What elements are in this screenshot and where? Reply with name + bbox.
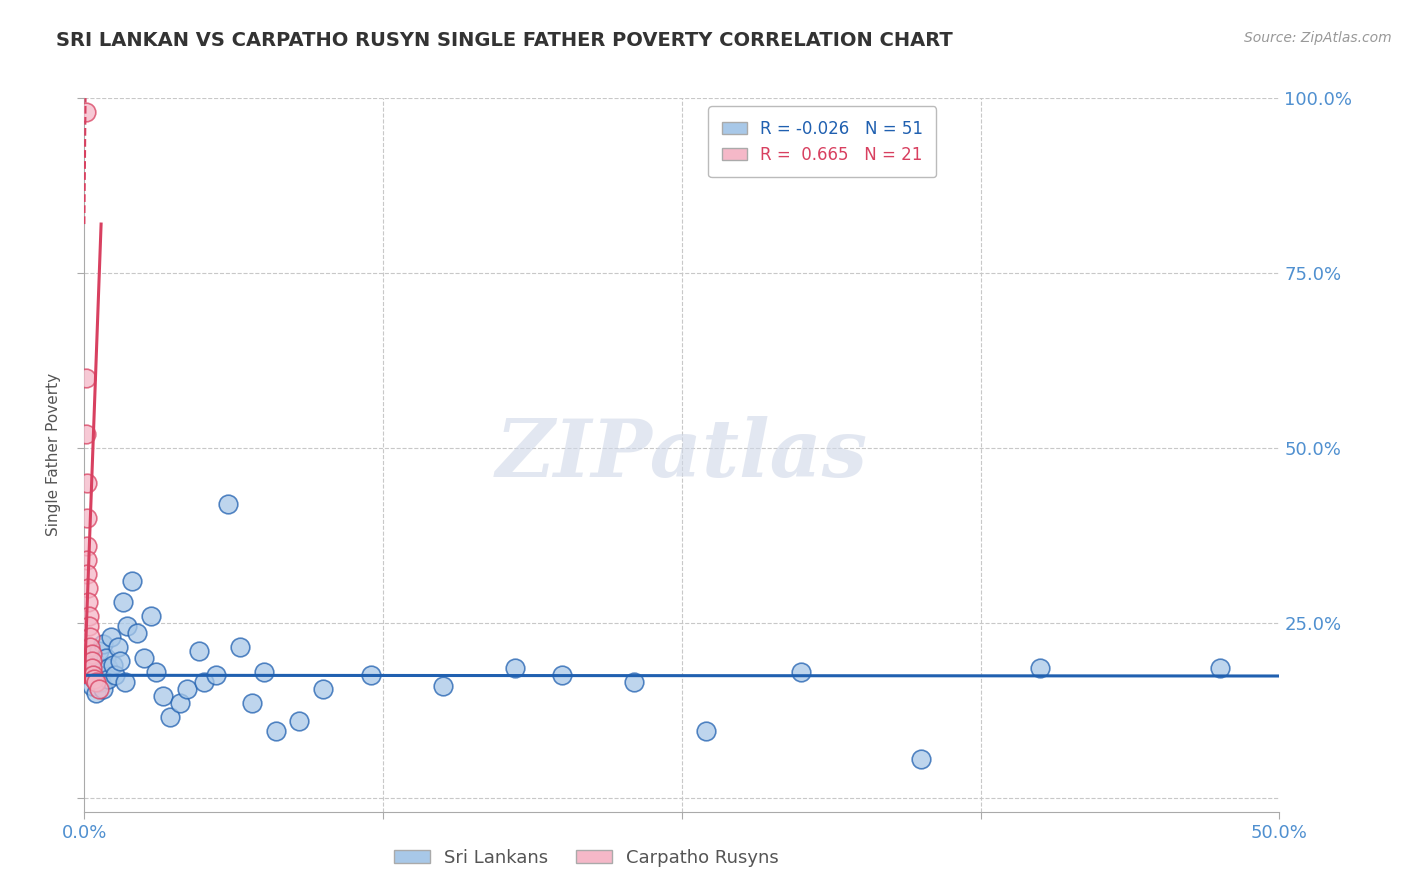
Point [93,682,115,697]
Point [141,608,163,623]
Point [80,661,103,675]
Text: ZIPatlas: ZIPatlas [496,417,868,493]
Point [1208,661,1232,675]
Point [159,710,181,724]
Text: Source: ZipAtlas.com: Source: ZipAtlas.com [1244,31,1392,45]
Point [111,595,134,609]
Text: SRI LANKAN VS CARPATHO RUSYN SINGLE FATHER POVERTY CORRELATION CHART: SRI LANKAN VS CARPATHO RUSYN SINGLE FATH… [56,31,953,50]
Point [107,640,129,655]
Point [75,105,97,120]
Point [75,426,97,441]
Point [104,668,127,682]
Point [193,675,215,690]
Point [90,675,112,690]
Point [910,752,932,766]
Point [76,539,98,553]
Point [80,654,103,668]
Point [288,714,311,728]
Point [86,675,108,690]
Point [82,668,104,682]
Point [110,654,132,668]
Point [503,661,526,675]
Point [312,682,335,697]
Point [217,497,239,511]
Point [79,640,101,655]
Point [87,644,110,658]
Point [94,650,117,665]
Point [432,679,454,693]
Point [93,637,115,651]
Point [90,665,112,679]
Y-axis label: Single Father Poverty: Single Father Poverty [46,374,62,536]
Point [240,696,263,710]
Point [176,682,198,697]
Point [86,686,108,700]
Point [169,696,191,710]
Point [790,665,813,679]
Point [97,661,120,675]
Point [87,682,110,697]
Point [77,619,100,633]
Point [117,619,139,633]
Point [77,595,100,609]
Point [695,724,717,739]
Point [76,475,98,490]
Point [83,654,105,668]
Point [83,672,105,686]
Point [145,665,167,679]
Point [551,668,574,682]
Point [152,690,174,704]
Point [205,668,228,682]
Point [97,672,120,686]
Point [80,648,103,662]
Point [101,657,124,672]
Point [75,371,97,385]
Point [253,665,276,679]
Point [86,672,108,686]
Point [77,668,100,682]
Point [264,724,287,739]
Point [1029,661,1052,675]
Point [80,679,103,693]
Point [100,630,122,644]
Legend: Sri Lankans, Carpatho Rusyns: Sri Lankans, Carpatho Rusyns [387,842,786,874]
Point [132,650,156,665]
Point [114,675,136,690]
Point [121,574,143,588]
Point [76,553,98,567]
Point [77,608,100,623]
Point [76,511,98,525]
Point [188,644,211,658]
Point [360,668,382,682]
Point [77,581,100,595]
Point [125,626,148,640]
Point [76,566,98,581]
Point [228,640,252,655]
Point [80,661,103,675]
Point [79,630,101,644]
Point [623,675,645,690]
